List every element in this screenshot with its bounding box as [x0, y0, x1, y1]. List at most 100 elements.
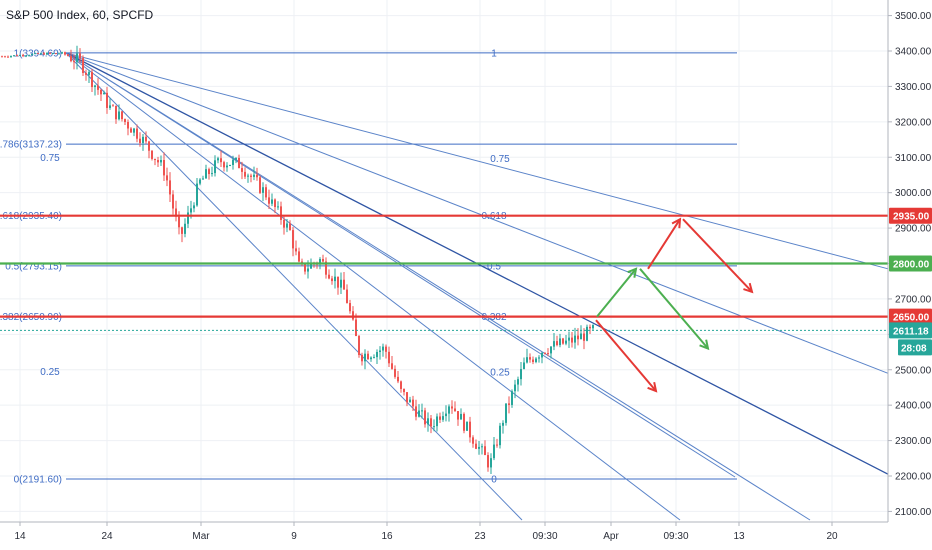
candle-body: [394, 368, 396, 377]
candle-body: [25, 55, 27, 57]
arrow-shaft: [639, 268, 709, 350]
candle-body: [67, 54, 69, 57]
arrow-head: [671, 217, 682, 229]
candle-body: [376, 352, 378, 358]
candle-body: [4, 56, 6, 58]
time-tick-label: 16: [381, 531, 393, 542]
candle-body: [289, 223, 291, 231]
candle-body: [85, 72, 87, 75]
candle-body: [55, 53, 57, 55]
time-tick-label: 20: [826, 531, 838, 542]
candle-body: [238, 157, 240, 169]
candle-body: [64, 52, 66, 55]
fib-retracement: 1(3394.69)10.786(3137.23)0.618(2935.40)0…: [0, 48, 737, 485]
candle-body: [223, 162, 225, 168]
candle-body: [322, 258, 324, 262]
candle-body: [553, 341, 555, 347]
fib-level-ratio: 1: [491, 48, 497, 59]
candle-body: [247, 175, 249, 177]
fib-fan: [65, 52, 889, 521]
candle-body: [256, 174, 258, 178]
candle-body: [292, 230, 294, 249]
candle-body: [364, 353, 366, 362]
candle-body: [331, 278, 333, 282]
arrow-shaft: [682, 218, 753, 293]
fib-level-label: 0.5(2793.15): [5, 261, 62, 272]
arrow-head: [647, 381, 658, 393]
candle-body: [583, 333, 585, 341]
price-axis-bg: [888, 0, 932, 550]
price-tick-label: 2300.00: [895, 436, 932, 447]
candles: [1, 45, 594, 474]
candle-body: [115, 105, 117, 120]
candle-body: [403, 388, 405, 393]
candle-body: [91, 72, 93, 88]
candle-body: [217, 158, 219, 161]
price-tick-label: 3400.00: [895, 47, 932, 58]
candle-body: [196, 183, 198, 206]
candle-body: [151, 150, 153, 159]
price-tick-label: 3100.00: [895, 153, 932, 164]
candle-body: [454, 408, 456, 412]
candle-body: [124, 119, 126, 122]
time-axis-bg: [0, 522, 888, 550]
time-tick-label: 9: [291, 531, 297, 542]
candle-body: [139, 138, 141, 143]
candle-body: [244, 171, 246, 177]
candle-body: [484, 446, 486, 456]
candle-body: [334, 276, 336, 282]
candle-body: [421, 410, 423, 412]
candle-body: [154, 158, 156, 161]
fan-line: [65, 52, 523, 521]
candle-body: [409, 399, 411, 403]
candle-body: [382, 346, 384, 351]
candle-body: [109, 105, 111, 108]
candle-body: [226, 165, 228, 168]
candle-body: [265, 187, 267, 198]
candle-body: [187, 212, 189, 224]
candle-body: [433, 426, 435, 428]
time-axis: 14 24 Mar 9 16 23 09:30 Apr 09:30 13 20: [0, 521, 888, 550]
fan-line: [65, 52, 736, 478]
candle-body: [127, 121, 129, 129]
candle-body: [121, 111, 123, 120]
fan-line: [65, 52, 889, 270]
candle-body: [31, 53, 33, 56]
candle-body: [526, 357, 528, 363]
candle-body: [577, 335, 579, 340]
price-tick-label: 3000.00: [895, 188, 932, 199]
fan-ratio-label: 0.25: [490, 368, 510, 379]
price-badge: [889, 308, 932, 325]
candle-body: [19, 55, 21, 57]
candle-body: [478, 446, 480, 449]
candle-body: [346, 289, 348, 304]
candle-body: [430, 418, 432, 427]
candle-body: [43, 53, 45, 55]
candle-body: [328, 274, 330, 279]
time-tick-label: 13: [733, 531, 745, 542]
candle-body: [175, 208, 177, 217]
candle-body: [205, 169, 207, 179]
candle-body: [463, 413, 465, 431]
candle-body: [406, 392, 408, 403]
candle-body: [397, 376, 399, 382]
candle-body: [460, 413, 462, 420]
price-axis: 3500.00 3400.00 3300.00 3200.00 3100.00 3000.…: [887, 0, 932, 550]
candle-body: [73, 61, 75, 63]
candle-body: [559, 338, 561, 346]
fib-level-ratio: 0: [491, 474, 497, 485]
candle-body: [412, 399, 414, 407]
candle-body: [424, 410, 426, 425]
candle-body: [502, 422, 504, 426]
candle-body: [505, 403, 507, 423]
candle-body: [148, 141, 150, 151]
candle-body: [58, 53, 60, 55]
candle-body: [76, 53, 78, 63]
candle-body: [163, 159, 165, 176]
price-tick-label: 3500.00: [895, 11, 932, 22]
candle-body: [46, 52, 48, 55]
candle-body: [337, 276, 339, 288]
price-tick-label: 3300.00: [895, 82, 932, 93]
candle-body: [355, 319, 357, 337]
